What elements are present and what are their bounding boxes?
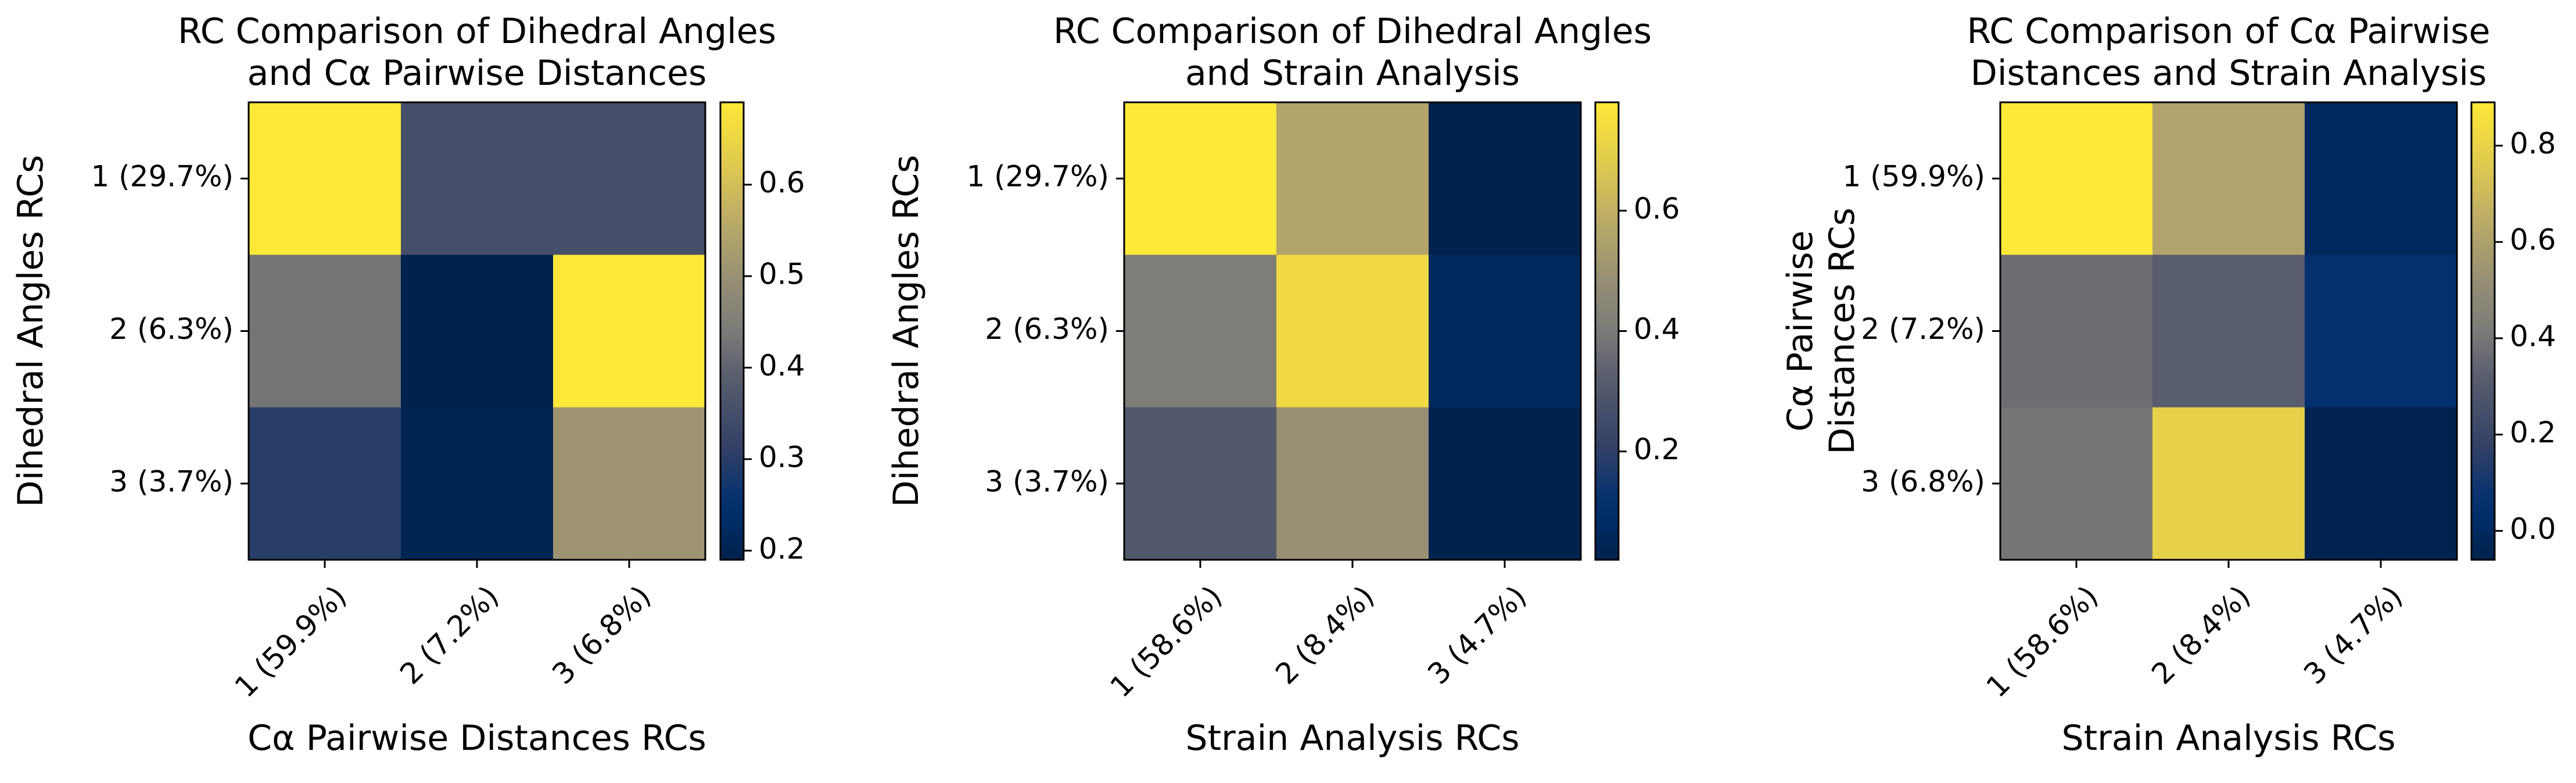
panel3-ytick-label-3: 3 (6.8%) xyxy=(1861,464,1985,498)
panel3-cell-r2-c2 xyxy=(2152,255,2305,408)
panel2-cell-r1-c2 xyxy=(1276,102,1429,255)
panel3-colorbar-frame xyxy=(2470,101,2496,561)
panel3-x-axis-label: Strain Analysis RCs xyxy=(2062,718,2396,759)
panel3-y-axis-label: Cα PairwiseDistances RCs xyxy=(1780,208,1863,455)
panel2-colorbar-tick-label-2: 0.4 xyxy=(1634,312,1680,346)
panel2-cell-r2-c2 xyxy=(1276,255,1429,408)
panel1-title: RC Comparison of Dihedral Angles and Cα P… xyxy=(178,11,776,94)
panel1-y-axis-label: Dihedral Angles RCs xyxy=(10,155,51,507)
panel1-cell-r3-c3 xyxy=(553,407,706,560)
panel3-cell-r3-c1 xyxy=(2000,407,2153,560)
panel1-colorbar-frame xyxy=(719,101,745,561)
panel1-cell-r1-c1 xyxy=(249,102,401,255)
panel1-cell-r2-c1 xyxy=(249,255,401,408)
panel2-colorbar xyxy=(1595,102,1619,560)
panel3-cell-r2-c1 xyxy=(2000,255,2153,408)
panel3-title: RC Comparison of Cα Pairwise Distances an… xyxy=(1967,11,2491,94)
panel2-cell-r1-c1 xyxy=(1124,102,1277,255)
panel2-colorbar-tick-label-3: 0.6 xyxy=(1634,192,1680,226)
panel2-ytick-label-3: 3 (3.7%) xyxy=(985,464,1109,498)
panel1-x-axis-label: Cα Pairwise Distances RCs xyxy=(247,718,706,759)
panel3-cell-r3-c2 xyxy=(2152,407,2305,560)
panel3-colorbar-tick-label-1: 0.0 xyxy=(2510,512,2556,546)
panel2-colorbar-tick-label-1: 0.2 xyxy=(1634,432,1680,466)
panel1-colorbar-tick-label-4: 0.5 xyxy=(759,258,805,291)
panel2-y-axis-label: Dihedral Angles RCs xyxy=(886,155,927,507)
panel3-cell-r3-c3 xyxy=(2305,407,2457,560)
panel2-cell-r2-c3 xyxy=(1429,255,1581,408)
panel2-ytick-label-1: 1 (29.7%) xyxy=(966,160,1109,194)
panel2-cell-r3-c2 xyxy=(1276,407,1429,560)
panel3-cell-r1-c2 xyxy=(2152,102,2305,255)
panel2-cell-r3-c1 xyxy=(1124,407,1277,560)
panel3-colorbar xyxy=(2471,102,2495,560)
panel3-ytick-label-2: 2 (7.2%) xyxy=(1861,312,1985,346)
panel3-colorbar-tick-label-5: 0.8 xyxy=(2510,127,2556,160)
panel1-colorbar-tick-label-3: 0.4 xyxy=(759,349,805,382)
panel1-ytick-label-3: 3 (3.7%) xyxy=(109,464,234,498)
panel3-colorbar-tick-label-4: 0.6 xyxy=(2510,223,2556,257)
panel2-ytick-label-2: 2 (6.3%) xyxy=(985,312,1109,346)
panel1-colorbar-tick-label-5: 0.6 xyxy=(759,166,805,199)
panel3-ytick-label-1: 1 (59.9%) xyxy=(1842,160,1985,194)
panel1-colorbar xyxy=(720,102,744,560)
panel1-cell-r1-c3 xyxy=(553,102,706,255)
panel3-cell-r1-c3 xyxy=(2305,102,2457,255)
panel1-ytick-label-1: 1 (29.7%) xyxy=(91,160,234,194)
panel1-cell-r2-c3 xyxy=(553,255,706,408)
panel3-colorbar-tick-label-3: 0.4 xyxy=(2510,319,2556,353)
panel1-ytick-label-2: 2 (6.3%) xyxy=(109,312,234,346)
panel3-colorbar-tick-label-2: 0.2 xyxy=(2510,416,2556,449)
panel2-cell-r3-c3 xyxy=(1429,407,1581,560)
panel2-x-axis-label: Strain Analysis RCs xyxy=(1186,718,1520,759)
panel3-cell-r1-c1 xyxy=(2000,102,2153,255)
panel1-colorbar-tick-label-1: 0.2 xyxy=(759,532,805,566)
panel1-cell-r3-c1 xyxy=(249,407,401,560)
panel1-colorbar-tick-label-2: 0.3 xyxy=(759,440,805,474)
panel1-cell-r1-c2 xyxy=(401,102,554,255)
panel1-cell-r2-c2 xyxy=(401,255,554,408)
panel1-cell-r3-c2 xyxy=(401,407,554,560)
panel2-cell-r1-c3 xyxy=(1429,102,1581,255)
panel3-cell-r2-c3 xyxy=(2305,255,2457,408)
panel2-title: RC Comparison of Dihedral Angles and Stra… xyxy=(1053,11,1652,94)
panel2-cell-r2-c1 xyxy=(1124,255,1277,408)
